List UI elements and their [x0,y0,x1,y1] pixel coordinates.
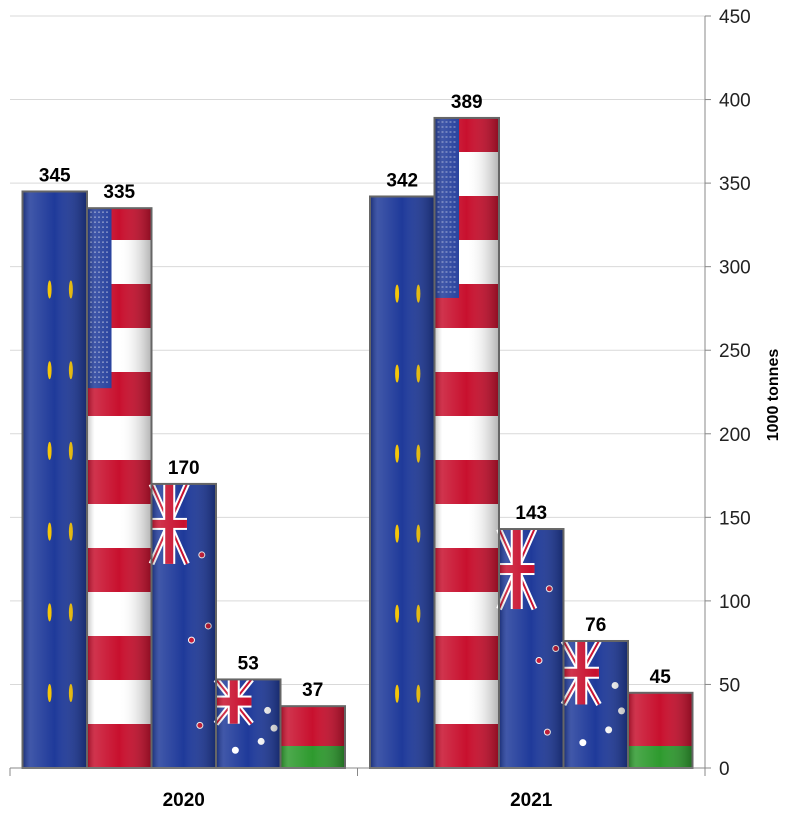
data-label: 143 [515,503,547,524]
x-tick-label: 2020 [163,790,205,811]
data-label: 76 [585,615,606,636]
x-tick-label: 2021 [510,790,553,811]
y-tick-label: 250 [719,341,751,362]
y-tick-label: 450 [719,7,751,28]
data-label: 45 [650,667,672,688]
y-tick-label: 200 [719,425,751,446]
labels: 0 50 100 150 200 250 300 350 400 450 345 335 170 53 37… [39,7,751,811]
data-label: 345 [39,165,71,186]
bar [86,207,153,769]
bar [560,639,629,769]
data-label: 389 [451,92,483,113]
data-label: 335 [103,182,135,203]
y-tick-label: 150 [719,508,751,529]
bar [279,705,346,769]
y-tick-label: 50 [719,675,740,696]
axes [9,15,711,776]
y-tick-label: 350 [719,174,751,195]
bars [21,116,694,770]
y-tick-label: 100 [719,592,751,613]
data-label: 170 [168,458,200,479]
y-tick-label: 300 [719,258,751,279]
bar [148,482,217,769]
bar [496,527,565,770]
bar [21,190,88,769]
bar [627,691,694,769]
y-tick-label: 0 [719,759,730,780]
y-tick-label: 400 [719,91,751,112]
data-label: 53 [238,653,259,674]
y-axis-title: 1000 tonnes [765,349,782,442]
bar [369,195,436,770]
data-label: 37 [302,680,323,701]
data-label: 342 [386,170,418,191]
bar [213,677,282,769]
bar [433,116,500,769]
